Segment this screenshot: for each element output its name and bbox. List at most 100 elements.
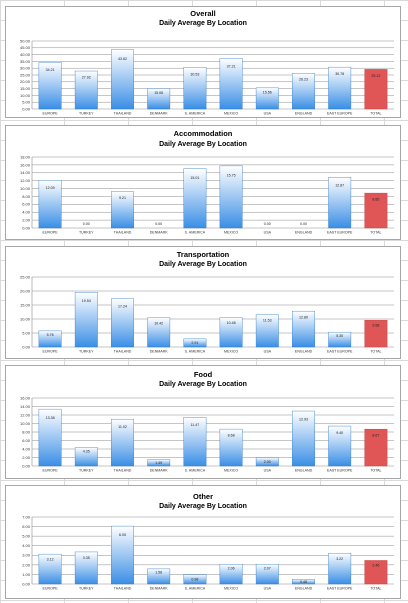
data-label: 12.80	[299, 315, 308, 319]
chart-subtitle: Daily Average By Location	[159, 261, 247, 268]
chart-title: Food	[194, 370, 213, 379]
chart-subtitle: Daily Average By Location	[159, 20, 247, 27]
data-label: 1.58	[155, 571, 162, 575]
y-tick-label: 12.00	[20, 412, 31, 417]
y-tick-label: 15.00	[20, 86, 31, 91]
data-label: 0.00	[83, 222, 90, 226]
category-label: EUROPE	[43, 112, 59, 116]
category-label: S. AMERICA	[185, 469, 206, 473]
bar-mexico	[219, 428, 243, 467]
data-label: 6.05	[119, 533, 126, 537]
chart-title: Transportation	[177, 250, 230, 259]
data-label: 26.23	[299, 78, 308, 82]
chart-subtitle: Daily Average By Location	[159, 503, 247, 510]
data-label: 5.30	[336, 334, 343, 338]
bar-s-america	[183, 338, 207, 348]
category-label: S. AMERICA	[185, 587, 206, 591]
bar-total	[364, 428, 388, 467]
category-label: EUROPE	[43, 350, 59, 354]
y-tick-label: 20.00	[20, 79, 31, 84]
bar-thailand	[111, 49, 134, 110]
y-tick-label: 5.00	[22, 100, 31, 105]
chart-food-svg: Food Daily Average By Location 0.00 2.00 4.0…	[20, 370, 394, 473]
category-label: USA	[264, 112, 272, 116]
y-tick-label: 6.00	[22, 524, 31, 529]
y-tick-label: 45.00	[20, 45, 31, 50]
bar-s-america	[183, 168, 207, 229]
category-label: TOTAL	[370, 587, 381, 591]
y-tick-label: 0.00	[22, 344, 31, 349]
data-label: 12.09	[46, 186, 55, 190]
category-label: EAST EUROPE	[327, 587, 353, 591]
bar-s-america	[183, 574, 207, 585]
data-label: 30.78	[335, 72, 344, 76]
bar-usa	[255, 457, 279, 467]
data-label: 2.00	[264, 460, 271, 464]
bar-thailand	[111, 525, 134, 585]
data-label: 15.01	[190, 176, 199, 180]
y-tick-label: 3.00	[22, 553, 31, 558]
data-label: 3.35	[83, 556, 90, 560]
chart-overall-svg: Overall Daily Average By Location 0.005.00…	[20, 9, 394, 116]
data-label: 0.98	[191, 578, 198, 582]
data-label: 10.42	[154, 321, 163, 325]
bar-usa	[255, 87, 279, 110]
bar-total	[364, 560, 388, 585]
category-label: DENMARK	[150, 587, 169, 591]
chart-overall: Overall Daily Average By Location 0.00 5.00…	[5, 6, 401, 118]
chart-food: Food Daily Average By Location 0.00 2.00 4.0…	[5, 365, 401, 479]
category-label: THAILAND	[114, 231, 132, 235]
bar-mexico	[219, 58, 243, 110]
data-label: 13.38	[46, 416, 55, 420]
y-tick-label: 30.00	[20, 66, 31, 71]
category-label: DENMARK	[150, 350, 169, 354]
y-tick-label: 0.00	[22, 581, 31, 586]
bar-england	[292, 73, 315, 110]
bar-s-america	[183, 417, 207, 467]
data-label: 37.21	[227, 64, 236, 68]
data-label: 5.76	[47, 333, 54, 337]
category-label: S. AMERICA	[185, 112, 206, 116]
y-tick-label: 5.00	[22, 534, 31, 539]
bar-total	[364, 192, 388, 229]
bar-england	[292, 410, 315, 467]
bar-total	[364, 69, 388, 110]
category-label: EUROPE	[43, 587, 59, 591]
chart-title: Accommodation	[174, 129, 233, 138]
category-label: MEXICO	[224, 350, 238, 354]
category-label: ENGLAND	[295, 587, 313, 591]
category-label: S. AMERICA	[185, 231, 206, 235]
y-tick-label: 16.00	[20, 395, 31, 400]
data-label: 11.47	[191, 423, 200, 427]
bar-mexico	[219, 165, 243, 229]
y-tick-label: 0.00	[22, 225, 31, 230]
category-label: MEXICO	[224, 469, 238, 473]
bar-east-europe	[328, 177, 352, 229]
bar-mexico	[219, 317, 243, 348]
data-label: 19.54	[82, 299, 91, 303]
chart-transportation-svg: Transportation Daily Average By Location 0…	[20, 250, 394, 354]
y-tick-label: 20.00	[20, 288, 31, 293]
category-label: MEXICO	[224, 231, 238, 235]
category-label: DENMARK	[150, 231, 169, 235]
y-tick-label: 10.00	[20, 93, 31, 98]
category-label: TURKEY	[79, 112, 94, 116]
data-label: 12.87	[335, 183, 344, 187]
y-tick-label: 10.00	[20, 316, 31, 321]
category-label: S. AMERICA	[185, 350, 206, 354]
y-tick-label: 1.00	[22, 572, 31, 577]
bar-total	[364, 319, 388, 348]
data-label: 43.62	[118, 57, 127, 61]
category-label: TURKEY	[79, 587, 94, 591]
y-tick-label: 2.00	[22, 562, 31, 567]
category-label: EAST EUROPE	[327, 112, 353, 116]
category-label: EAST EUROPE	[327, 469, 353, 473]
category-label: DENMARK	[150, 469, 169, 473]
data-label: 0.00	[264, 222, 271, 226]
category-label: THAILAND	[114, 469, 132, 473]
y-tick-label: 35.00	[20, 59, 31, 64]
y-tick-label: 25.00	[20, 274, 31, 279]
y-tick-label: 14.00	[20, 404, 31, 409]
data-label: 4.35	[83, 450, 90, 454]
data-label: 30.53	[190, 72, 199, 76]
